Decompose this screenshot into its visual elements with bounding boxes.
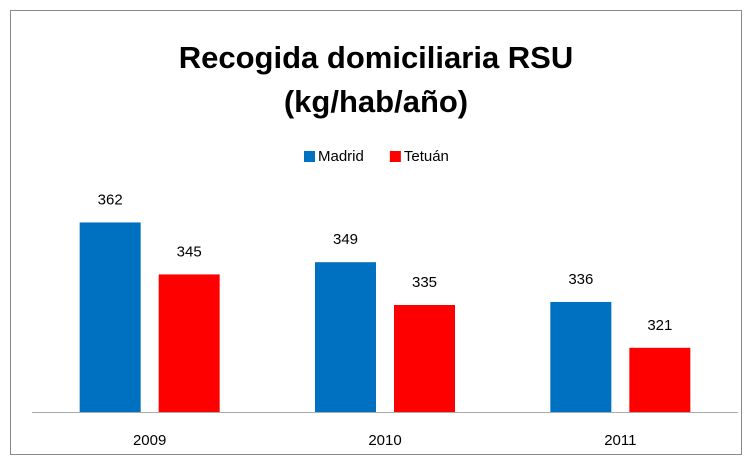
bar xyxy=(158,274,220,412)
data-label: 335 xyxy=(412,274,437,291)
bar xyxy=(394,305,455,412)
bar xyxy=(79,222,141,412)
bar xyxy=(315,262,376,412)
x-tick-label: 2010 xyxy=(368,432,401,449)
data-label: 349 xyxy=(333,231,358,248)
chart-title: Recogida domiciliaria RSU xyxy=(179,40,574,75)
bar xyxy=(629,347,691,412)
bar xyxy=(550,301,612,412)
x-tick-label: 2011 xyxy=(604,432,636,449)
data-label: 336 xyxy=(568,271,593,288)
legend-label: Madrid xyxy=(318,148,364,165)
x-tick-label: 2009 xyxy=(133,432,166,449)
data-label: 345 xyxy=(177,243,202,260)
data-label: 362 xyxy=(98,191,123,208)
data-label: 321 xyxy=(647,317,672,334)
legend-label: Tetuán xyxy=(404,148,449,165)
legend-swatch xyxy=(389,151,401,162)
legend-swatch xyxy=(304,151,315,162)
chart-title: (kg/hab/año) xyxy=(284,84,468,119)
